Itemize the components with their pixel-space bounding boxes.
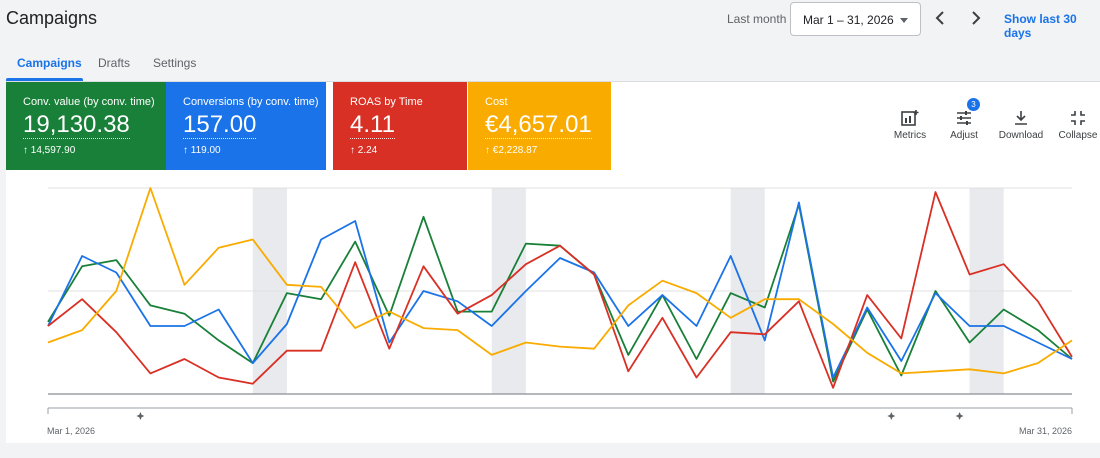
header-bar: Campaigns Last month Mar 1 – 31, 2026 Sh… — [0, 0, 1100, 82]
date-label: Last month — [727, 12, 787, 26]
tab-bar: Campaigns Drafts Settings — [0, 44, 1100, 82]
series-line-4 — [47, 187, 1073, 375]
caret-down-icon — [900, 18, 908, 23]
series-line-3 — [47, 191, 1073, 389]
collapse-label: Collapse — [1058, 130, 1098, 141]
adjust-badge: 3 — [967, 98, 980, 111]
download-icon — [1015, 111, 1027, 125]
x-axis-end-label: Mar 31, 2026 — [1019, 426, 1073, 436]
show-last-30-days-link[interactable]: Show last 30 days — [1004, 12, 1077, 40]
metrics-button[interactable]: Metrics — [884, 110, 936, 141]
metric-card-conv-value[interactable]: Conv. value (by conv. time) 19,130.38 ↑ … — [6, 82, 166, 170]
overview-panel: Conv. value (by conv. time) 19,130.38 ↑ … — [6, 81, 1100, 443]
performance-line-chart — [47, 187, 1073, 420]
metrics-label: Metrics — [893, 130, 927, 141]
metric-change: ↑ €2,228.87 — [485, 145, 538, 156]
tab-campaigns[interactable]: Campaigns — [17, 56, 82, 70]
metric-value: 4.11 — [350, 111, 395, 139]
chevron-left-icon[interactable] — [931, 9, 949, 27]
series-line-2 — [47, 201, 1073, 379]
download-button[interactable]: Download — [995, 110, 1047, 141]
tab-settings[interactable]: Settings — [153, 56, 197, 70]
date-range-value: Mar 1 – 31, 2026 — [803, 13, 894, 27]
collapse-button[interactable]: Collapse — [1052, 110, 1100, 141]
chevron-right-icon[interactable] — [967, 9, 985, 27]
metric-change: ↑ 119.00 — [183, 145, 221, 156]
page-title: Campaigns — [6, 8, 98, 28]
adjust-button[interactable]: 3 Adjust — [938, 98, 990, 141]
tune-icon — [957, 111, 971, 125]
metric-card-cost[interactable]: Cost €4,657.01 ↑ €2,228.87 — [468, 82, 611, 170]
metric-label: Conv. value (by conv. time) — [23, 96, 155, 108]
metric-label: Cost — [485, 96, 508, 108]
metric-card-conversions[interactable]: Conversions (by conv. time) 157.00 ↑ 119… — [166, 82, 326, 170]
metrics-icon — [901, 110, 919, 126]
collapse-icon — [1071, 111, 1085, 125]
sparkle-icon — [955, 412, 964, 420]
active-tab-indicator — [6, 78, 83, 81]
metric-card-roas[interactable]: ROAS by Time 4.11 ↑ 2.24 — [333, 82, 467, 170]
metric-value: 157.00 — [183, 111, 257, 139]
metric-label: Conversions (by conv. time) — [183, 96, 319, 108]
series-line-1 — [47, 203, 1073, 383]
sparkle-icon — [887, 412, 896, 420]
adjust-label: Adjust — [950, 130, 978, 141]
metric-change: ↑ 14,597.90 — [23, 145, 76, 156]
metric-label: ROAS by Time — [350, 96, 423, 108]
metric-value: €4,657.01 — [485, 111, 592, 139]
tab-drafts[interactable]: Drafts — [98, 56, 131, 70]
download-label: Download — [998, 130, 1044, 141]
date-range-select[interactable]: Mar 1 – 31, 2026 — [790, 2, 921, 36]
metric-change: ↑ 2.24 — [350, 145, 378, 156]
metric-value: 19,130.38 — [23, 111, 130, 139]
sparkle-icon — [136, 412, 145, 420]
x-axis-start-label: Mar 1, 2026 — [47, 426, 96, 436]
